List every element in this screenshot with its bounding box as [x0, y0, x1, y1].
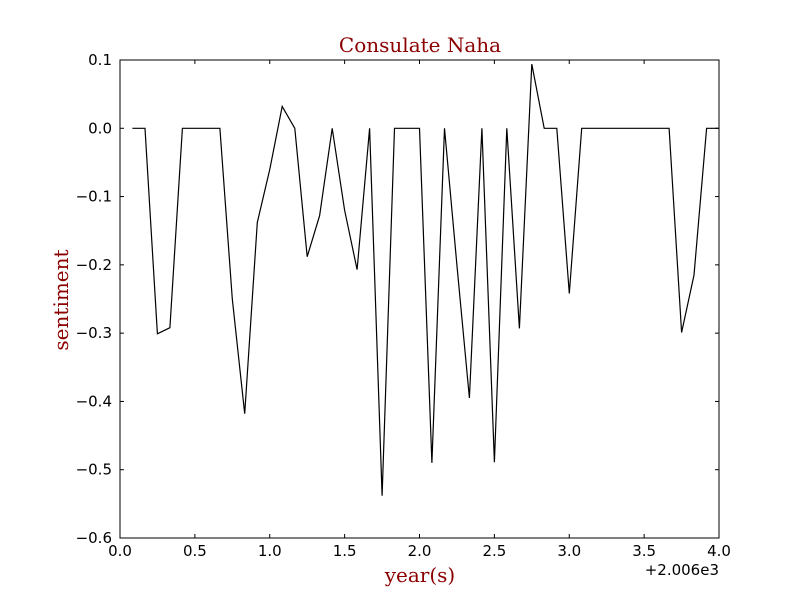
x-tick-label: 1.0: [258, 542, 282, 560]
x-axis-label: year(s): [384, 563, 456, 587]
y-tick-label: −0.6: [76, 529, 112, 547]
x-tick-label: 4.0: [707, 542, 731, 560]
x-tick-label: 1.5: [333, 542, 357, 560]
x-tick-label: 2.5: [482, 542, 506, 560]
x-axis-offset-label: +2.006e3: [645, 561, 719, 579]
series-line: [132, 63, 719, 496]
y-tick-label: −0.2: [76, 256, 112, 274]
y-axis-ticks: 0.1 0.0 −0.1 −0.2 −0.3 −0.4 −0.5 −0.6: [76, 51, 719, 547]
x-tick-label: 2.0: [408, 542, 432, 560]
y-tick-label: −0.1: [76, 188, 112, 206]
x-tick-label: 0.5: [183, 542, 207, 560]
chart-title: Consulate Naha: [339, 33, 501, 57]
y-tick-label: −0.3: [76, 324, 112, 342]
x-axis-ticks: 0.0 0.5 1.0 1.5 2.0 2.5 3.0 3.5 4.0: [108, 60, 731, 560]
y-axis-label: sentiment: [49, 249, 73, 350]
plot-frame: [119, 59, 720, 539]
y-tick-label: −0.5: [76, 461, 112, 479]
x-tick-label: 0.0: [108, 542, 132, 560]
y-tick-label: −0.4: [76, 392, 112, 410]
x-tick-label: 3.5: [632, 542, 656, 560]
x-tick-label: 3.0: [557, 542, 581, 560]
y-tick-label: 0.1: [88, 51, 112, 69]
y-tick-label: 0.0: [88, 119, 112, 137]
